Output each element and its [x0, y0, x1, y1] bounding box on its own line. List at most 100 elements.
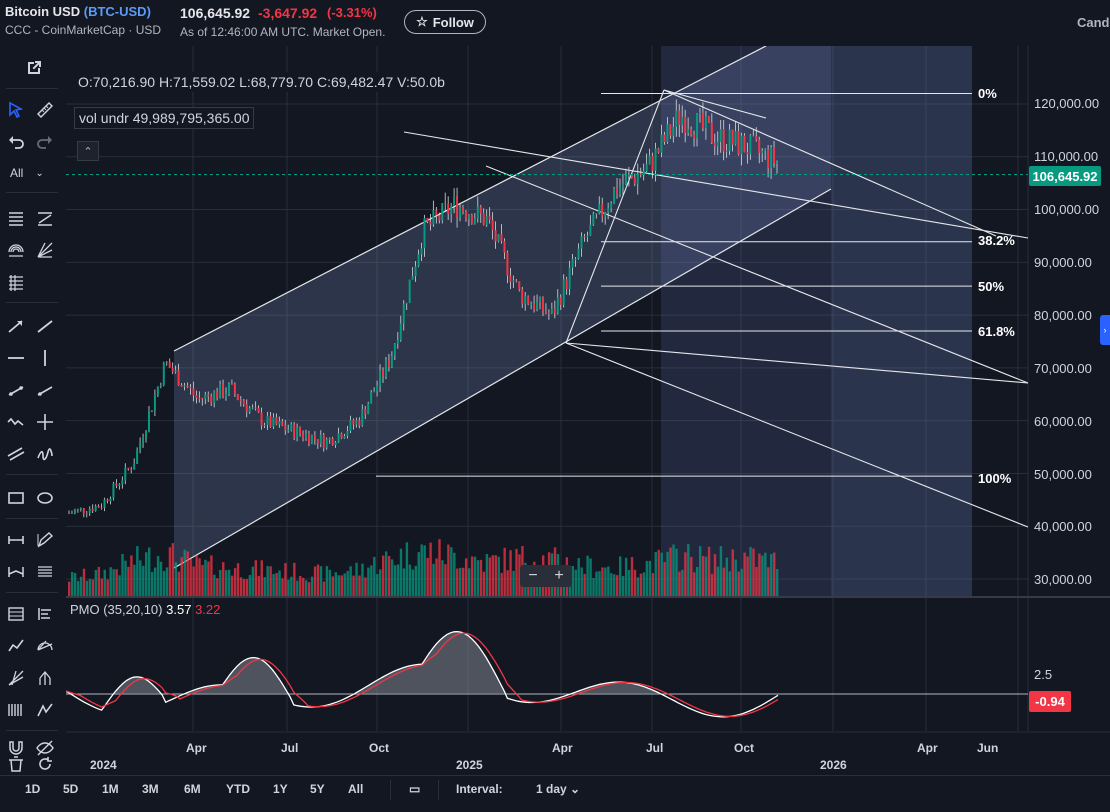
- crosshair-icon[interactable]: [33, 410, 57, 434]
- candle-body: [539, 297, 542, 303]
- parallel-lines-icon[interactable]: [33, 206, 57, 230]
- wave-icon[interactable]: [4, 410, 28, 434]
- volume-bar: [456, 568, 459, 596]
- rectangle-icon[interactable]: [4, 486, 28, 510]
- vertical-line-icon[interactable]: [33, 346, 57, 370]
- candle-body: [142, 438, 145, 443]
- volume-bar: [630, 557, 634, 596]
- candle-body: [322, 434, 325, 449]
- interval-selector[interactable]: 1 day ⌄: [536, 782, 580, 796]
- brush-icon[interactable]: [33, 442, 57, 466]
- zoom-in-button[interactable]: +: [554, 567, 564, 584]
- candle-body: [97, 505, 100, 508]
- volume-bar: [678, 571, 681, 596]
- candle-body: [441, 203, 444, 221]
- legend-collapse-button[interactable]: ⌃: [77, 141, 99, 161]
- volume-bar: [70, 572, 74, 596]
- candle-body: [88, 508, 91, 513]
- trend-line-icon[interactable]: [4, 314, 28, 338]
- range-all[interactable]: All: [348, 782, 364, 796]
- channel-upper-line: [173, 46, 767, 352]
- horizontal-lines-icon[interactable]: [4, 206, 28, 230]
- candle-body: [340, 433, 343, 439]
- time-axis-year: 2026: [820, 758, 847, 772]
- range-1d[interactable]: 1D: [25, 782, 41, 796]
- pitchfan-icon[interactable]: [4, 666, 28, 690]
- range-1y[interactable]: 1Y: [273, 782, 288, 796]
- candle-body: [719, 129, 722, 142]
- magnet-icon[interactable]: [4, 736, 28, 760]
- price-range-icon[interactable]: [33, 560, 57, 584]
- volume-bar: [94, 570, 98, 596]
- arrow-line-icon[interactable]: [33, 378, 57, 402]
- pencil-icon[interactable]: [33, 528, 57, 552]
- candle-body: [106, 499, 109, 502]
- follow-button[interactable]: ☆ Follow: [404, 10, 486, 34]
- trash-icon[interactable]: [4, 752, 28, 776]
- open-in-new-icon[interactable]: [22, 56, 46, 80]
- polyline-icon[interactable]: [4, 634, 28, 658]
- range-ytd[interactable]: YTD: [226, 782, 250, 796]
- bars-pattern-icon[interactable]: [4, 698, 28, 722]
- range-5y[interactable]: 5Y: [310, 782, 325, 796]
- candle-body: [245, 404, 248, 412]
- path-icon[interactable]: [33, 698, 57, 722]
- table-icon[interactable]: [4, 602, 28, 626]
- chart-type-selector[interactable]: Cand: [1077, 15, 1110, 30]
- volume-bar: [337, 575, 340, 596]
- redo-icon[interactable]: [33, 130, 57, 154]
- candle-body: [230, 383, 233, 385]
- fan-icon[interactable]: [33, 634, 57, 658]
- volume-bar: [648, 560, 652, 596]
- instrument-source: CCC - CoinMarketCap · USD: [5, 23, 162, 37]
- extended-line-icon[interactable]: [4, 378, 28, 402]
- candle-body: [139, 442, 142, 450]
- channel-icon[interactable]: [4, 442, 28, 466]
- volume-bar: [189, 558, 192, 596]
- volume-bar: [302, 577, 305, 596]
- volume-bar: [367, 567, 370, 596]
- gann-fan-icon[interactable]: [4, 238, 28, 262]
- undo-icon[interactable]: [4, 130, 28, 154]
- volume-bar: [494, 555, 497, 596]
- date-range-icon[interactable]: [4, 560, 28, 584]
- volume-bar: [770, 553, 773, 596]
- volume-bar: [577, 558, 580, 596]
- volume-bar: [764, 552, 767, 596]
- ray-icon[interactable]: [33, 314, 57, 338]
- range-3m[interactable]: 3M: [142, 782, 159, 796]
- volume-bar: [506, 570, 509, 596]
- range-1m[interactable]: 1M: [102, 782, 119, 796]
- fib-retracement-icon[interactable]: [4, 270, 28, 294]
- cursor-icon[interactable]: [4, 98, 28, 122]
- volume-bar: [198, 558, 201, 596]
- volume-bar: [82, 568, 86, 596]
- instrument-symbol[interactable]: (BTC-USD): [83, 4, 151, 19]
- chevron-right-icon[interactable]: ›: [1100, 315, 1110, 345]
- candle-body: [121, 480, 124, 485]
- reset-icon[interactable]: [33, 752, 57, 776]
- pitchfork-alt-icon[interactable]: [33, 666, 57, 690]
- calendar-icon[interactable]: ▭: [409, 782, 421, 796]
- volume-bar: [118, 575, 121, 596]
- volume-bar: [722, 567, 726, 596]
- measure-icon[interactable]: [4, 528, 28, 552]
- volume-bar: [408, 564, 412, 596]
- ruler-icon[interactable]: [33, 98, 57, 122]
- pitchfork-icon[interactable]: [33, 238, 57, 262]
- candle-body: [307, 433, 310, 444]
- eye-off-icon[interactable]: [33, 736, 57, 760]
- volume-bar: [153, 567, 157, 596]
- horizontal-line-icon[interactable]: [4, 346, 28, 370]
- ellipse-icon[interactable]: [33, 486, 57, 510]
- candle-body: [503, 241, 506, 253]
- candle-body: [379, 370, 382, 386]
- zoom-out-button[interactable]: −: [528, 567, 538, 584]
- price-chart[interactable]: [66, 46, 1110, 775]
- volume-bar: [696, 566, 699, 596]
- range-5d[interactable]: 5D: [63, 782, 79, 796]
- text-align-icon[interactable]: [33, 602, 57, 626]
- range-6m[interactable]: 6M: [184, 782, 201, 796]
- volume-bar: [343, 573, 346, 596]
- drawing-filter[interactable]: All ⌄: [10, 166, 44, 180]
